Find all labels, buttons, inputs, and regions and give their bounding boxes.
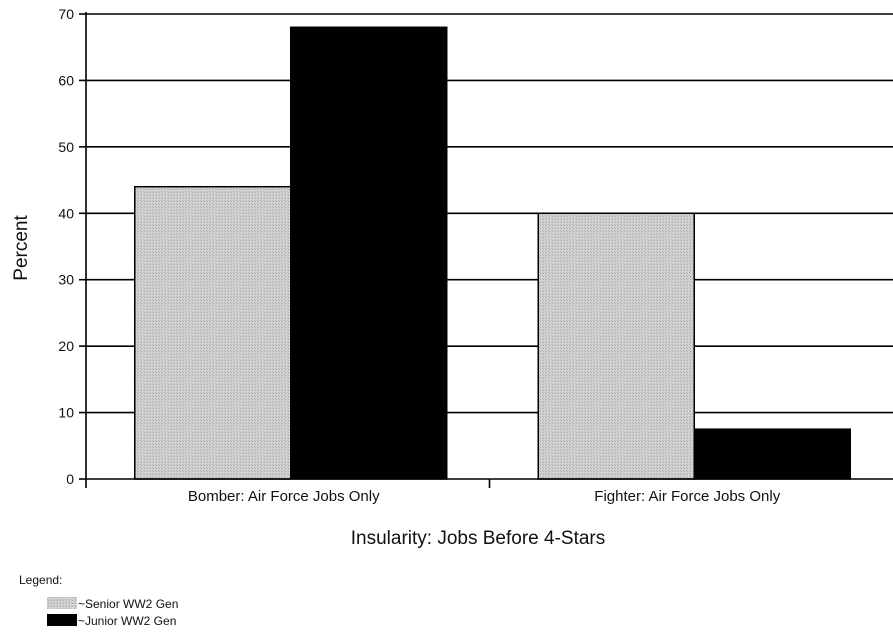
y-axis-title: Percent bbox=[11, 215, 32, 281]
legend-swatch bbox=[47, 597, 77, 609]
legend-swatch bbox=[47, 614, 77, 626]
legend-label: ~Senior WW2 Gen bbox=[78, 597, 178, 611]
y-tick-label: 70 bbox=[58, 6, 74, 22]
y-tick-label: 30 bbox=[58, 272, 74, 288]
y-tick-label: 60 bbox=[58, 72, 74, 88]
y-tick-label: 0 bbox=[66, 471, 74, 487]
legend: Legend: ~Senior WW2 Gen ~Junior WW2 Gen bbox=[19, 573, 178, 628]
legend-title: Legend: bbox=[19, 573, 62, 587]
x-tick-label: Fighter: Air Force Jobs Only bbox=[594, 488, 780, 505]
legend-label: ~Junior WW2 Gen bbox=[78, 614, 176, 628]
bar bbox=[290, 26, 448, 480]
x-tick-label: Bomber: Air Force Jobs Only bbox=[188, 488, 380, 505]
bar bbox=[134, 185, 292, 480]
y-tick-label: 40 bbox=[58, 205, 74, 221]
y-tick-label: 10 bbox=[58, 405, 74, 421]
x-axis-title: Insularity: Jobs Before 4-Stars bbox=[351, 528, 606, 549]
axes: 0 10 20 30 40 50 60 70 Bomber: Air Force Jobs On… bbox=[58, 6, 893, 505]
y-tick-label: 20 bbox=[58, 338, 74, 354]
bars bbox=[134, 26, 851, 480]
bar bbox=[537, 212, 695, 480]
bar bbox=[693, 428, 851, 480]
y-tick-label: 50 bbox=[58, 139, 74, 155]
